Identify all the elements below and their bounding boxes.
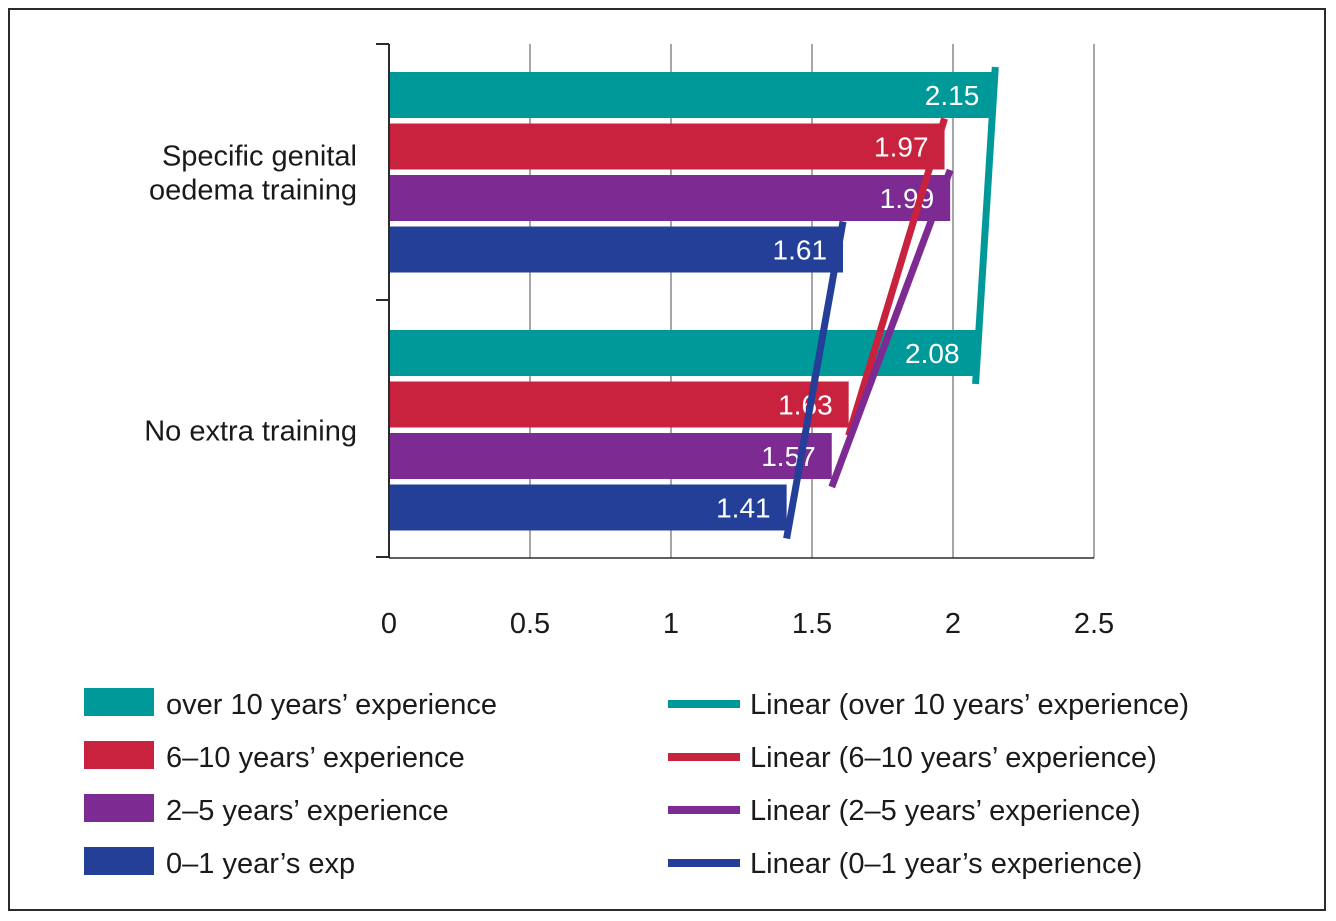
category-label: No extra training [144,415,357,447]
legend-label: 6–10 years’ experience [166,742,465,774]
x-tick-label: 2.5 [1074,608,1114,640]
bar-value-label: 1.57 [761,441,816,472]
x-tick-label: 1 [663,608,679,640]
grid-lines [529,44,1095,558]
legend: over 10 years’ experience 6–10 years’ exp… [84,688,1189,880]
bar [390,72,996,118]
bar-value-label: 1.97 [874,132,929,163]
legend-line-swatch [668,753,740,761]
trend-line [783,220,847,540]
legend-label: Linear (over 10 years’ experience) [750,689,1189,721]
legend-label: Linear (6–10 years’ experience) [750,742,1157,774]
bar-value-label: 1.61 [773,235,828,266]
bar [390,123,945,170]
x-tick-label: 0 [381,608,397,640]
legend-label: over 10 years’ experience [166,689,497,721]
bar [390,381,849,428]
legend-line-swatch [668,806,740,814]
bar-value-label: 1.41 [716,493,771,524]
x-tick-labels: 0 0.5 1 1.5 2 2.5 [381,608,1114,640]
legend-swatch [84,741,154,769]
trend-line [828,168,954,489]
category-label: Specific genital oedema training [149,140,357,206]
bars: 2.151.971.991.612.081.631.571.41 [390,72,996,531]
legend-swatch [84,794,154,822]
bar [390,484,787,531]
legend-label: 2–5 years’ experience [166,795,449,827]
bar-value-label: 2.08 [905,338,960,369]
legend-line-swatch [668,859,740,867]
bar [390,226,844,273]
legend-label: Linear (0–1 year’s experience) [750,848,1142,880]
bar [390,175,951,221]
legend-label: 0–1 year’s exp [166,848,355,880]
category-labels: Specific genital oedema training No extra … [144,140,357,447]
legend-swatch [84,688,154,716]
x-tick-label: 1.5 [792,608,832,640]
legend-swatch [84,847,154,875]
bar-value-label: 2.15 [925,80,980,111]
bar [390,433,832,479]
x-tick-label: 2 [945,608,961,640]
x-tick-label: 0.5 [510,608,550,640]
trend-line [845,117,948,437]
legend-line-swatch [668,700,740,708]
trend-line [972,66,999,385]
trend-lines [783,66,999,540]
legend-label: Linear (2–5 years’ experience) [750,795,1141,827]
axes [376,43,1094,559]
